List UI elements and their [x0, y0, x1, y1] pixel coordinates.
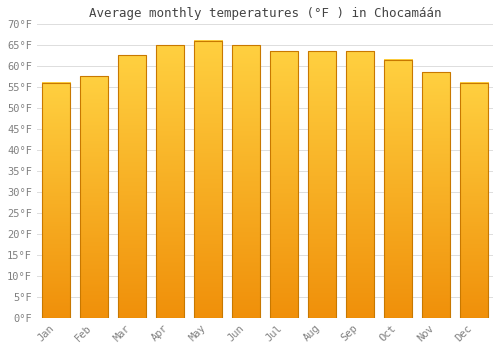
Bar — [156, 45, 184, 318]
Bar — [460, 83, 488, 318]
Bar — [346, 51, 374, 318]
Bar — [194, 41, 222, 318]
Bar — [384, 60, 412, 318]
Bar — [308, 51, 336, 318]
Title: Average monthly temperatures (°F ) in Chocamáán: Average monthly temperatures (°F ) in Ch… — [88, 7, 441, 20]
Bar — [118, 55, 146, 318]
Bar — [422, 72, 450, 318]
Bar — [232, 45, 260, 318]
Bar — [80, 76, 108, 318]
Bar — [42, 83, 70, 318]
Bar — [270, 51, 298, 318]
